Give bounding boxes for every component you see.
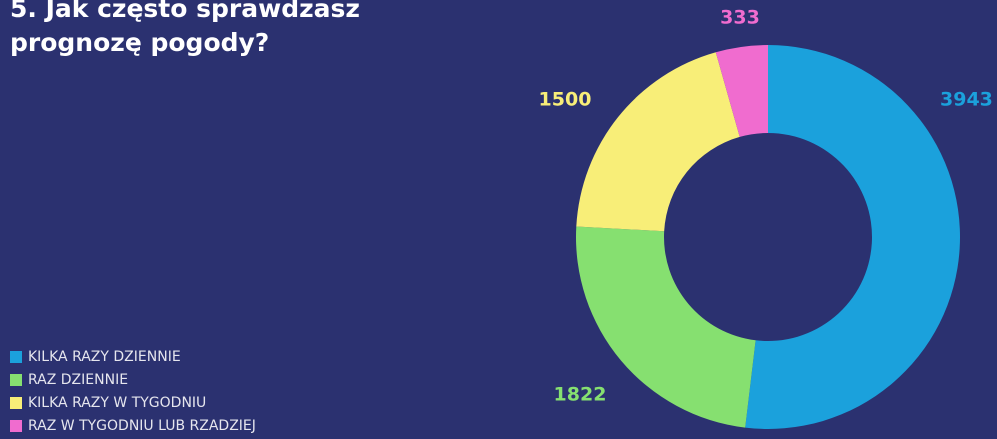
legend-label: KILKA RAZY DZIENNIE — [28, 349, 181, 365]
legend-label: RAZ W TYGODNIU LUB RZADZIEJ — [28, 418, 256, 434]
donut-slice — [745, 45, 961, 429]
donut-slice — [715, 45, 768, 137]
legend-swatch — [10, 351, 22, 363]
legend-swatch — [10, 397, 22, 409]
legend-swatch — [10, 420, 22, 432]
value-label: 3943 — [940, 89, 993, 111]
legend-label: RAZ DZIENNIE — [28, 372, 128, 388]
chart-title: 5. Jak często sprawdzasz prognozę pogody… — [10, 0, 360, 57]
value-label: 1500 — [539, 89, 592, 111]
donut-slice — [576, 226, 756, 428]
value-label: 1822 — [554, 384, 607, 406]
legend-swatch — [10, 374, 22, 386]
donut-slice — [576, 52, 740, 232]
legend-label: KILKA RAZY W TYGODNIU — [28, 395, 206, 411]
value-label: 333 — [720, 7, 760, 29]
